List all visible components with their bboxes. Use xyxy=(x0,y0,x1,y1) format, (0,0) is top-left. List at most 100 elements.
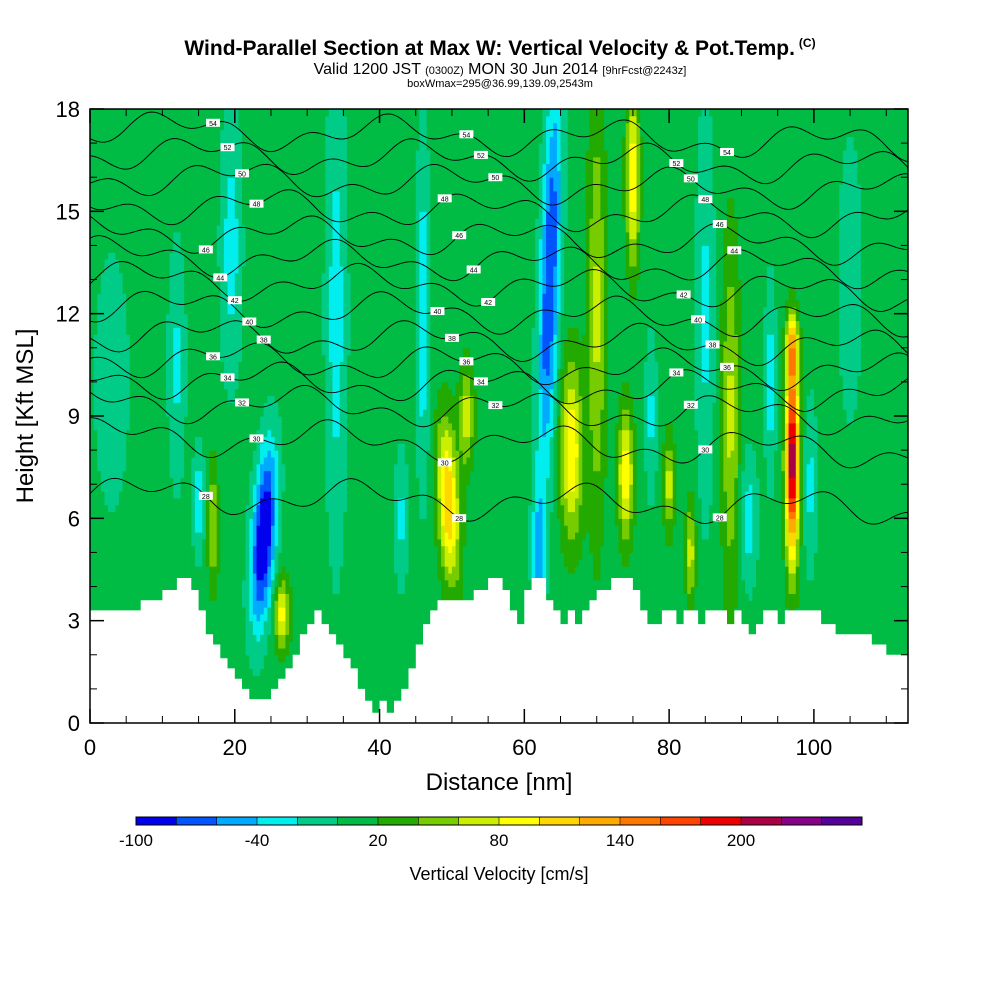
w-cell xyxy=(281,634,287,642)
w-cell xyxy=(90,259,95,267)
w-cell xyxy=(281,375,287,383)
w-cell xyxy=(100,218,106,226)
w-cell xyxy=(281,450,287,458)
w-cell xyxy=(180,395,185,403)
w-cell xyxy=(220,361,225,369)
w-cell xyxy=(216,136,221,144)
w-cell xyxy=(155,409,160,417)
w-cell xyxy=(108,354,113,363)
w-cell xyxy=(93,579,98,588)
w-cell xyxy=(108,388,113,397)
w-cell xyxy=(216,190,221,199)
w-cell xyxy=(122,163,127,171)
w-cell xyxy=(184,566,189,574)
w-cell xyxy=(166,340,171,349)
w-cell xyxy=(242,197,247,206)
w-cell xyxy=(90,340,95,349)
w-cell xyxy=(205,525,211,533)
w-cell xyxy=(238,627,243,635)
w-cell xyxy=(118,272,124,281)
w-cell xyxy=(278,347,283,356)
w-cell xyxy=(140,593,145,601)
w-cell xyxy=(231,586,236,594)
w-cell xyxy=(151,381,156,390)
w-cell xyxy=(166,184,171,192)
w-cell xyxy=(115,491,120,499)
w-cell xyxy=(278,231,283,240)
w-cell xyxy=(278,361,283,369)
w-cell xyxy=(104,422,109,431)
w-cell xyxy=(213,129,218,137)
w-cell xyxy=(252,416,258,424)
w-cell xyxy=(260,552,265,560)
w-cell xyxy=(289,477,294,485)
w-cell xyxy=(151,477,156,485)
w-cell xyxy=(151,279,156,287)
w-cell xyxy=(111,586,116,594)
w-cell xyxy=(93,265,98,274)
w-cell xyxy=(249,627,254,635)
w-cell xyxy=(285,293,290,301)
w-cell xyxy=(205,477,211,485)
w-cell xyxy=(245,245,250,253)
w-cell xyxy=(104,320,109,328)
w-cell xyxy=(147,272,153,281)
w-cell xyxy=(180,538,185,547)
w-cell xyxy=(122,443,127,451)
w-cell xyxy=(209,559,214,567)
w-cell xyxy=(100,381,106,390)
w-cell xyxy=(122,218,127,226)
w-cell xyxy=(231,368,236,376)
w-cell xyxy=(155,265,160,274)
w-cell xyxy=(191,129,196,137)
w-cell xyxy=(126,409,131,417)
w-cell xyxy=(155,491,160,499)
w-cell xyxy=(220,115,225,124)
w-cell xyxy=(270,149,276,158)
w-cell xyxy=(133,347,138,356)
w-cell xyxy=(213,566,218,574)
w-cell xyxy=(191,300,196,308)
w-cell xyxy=(260,170,265,178)
w-cell xyxy=(118,477,124,485)
w-cell xyxy=(147,259,153,267)
w-cell xyxy=(169,149,174,158)
w-cell xyxy=(202,600,207,608)
w-cell xyxy=(278,197,283,206)
w-cell xyxy=(144,300,149,308)
w-cell xyxy=(129,190,135,199)
w-cell xyxy=(209,518,214,526)
w-cell xyxy=(184,375,189,383)
w-cell xyxy=(242,525,247,533)
w-cell xyxy=(216,450,221,458)
w-cell xyxy=(285,218,290,226)
w-cell xyxy=(108,327,113,335)
w-cell xyxy=(256,675,261,683)
w-cell xyxy=(278,572,283,581)
w-cell xyxy=(260,354,265,363)
w-cell xyxy=(100,559,106,567)
w-cell xyxy=(223,402,229,410)
w-cell xyxy=(97,340,102,349)
w-cell xyxy=(278,436,283,444)
w-cell xyxy=(108,334,113,342)
w-cell xyxy=(97,306,102,315)
w-cell xyxy=(173,197,178,206)
w-cell xyxy=(166,422,171,431)
w-cell xyxy=(158,429,163,438)
w-cell xyxy=(223,436,229,444)
w-cell xyxy=(205,566,211,574)
w-cell xyxy=(158,361,163,369)
w-cell xyxy=(267,375,272,383)
w-cell xyxy=(115,518,120,526)
w-cell xyxy=(140,531,145,540)
w-cell xyxy=(129,491,135,499)
w-cell xyxy=(97,361,102,369)
w-cell xyxy=(223,368,229,376)
w-cell xyxy=(169,456,174,465)
w-cell xyxy=(155,484,160,492)
w-cell xyxy=(173,238,178,247)
w-cell xyxy=(169,197,174,206)
w-cell xyxy=(245,184,250,192)
w-cell xyxy=(238,197,243,206)
